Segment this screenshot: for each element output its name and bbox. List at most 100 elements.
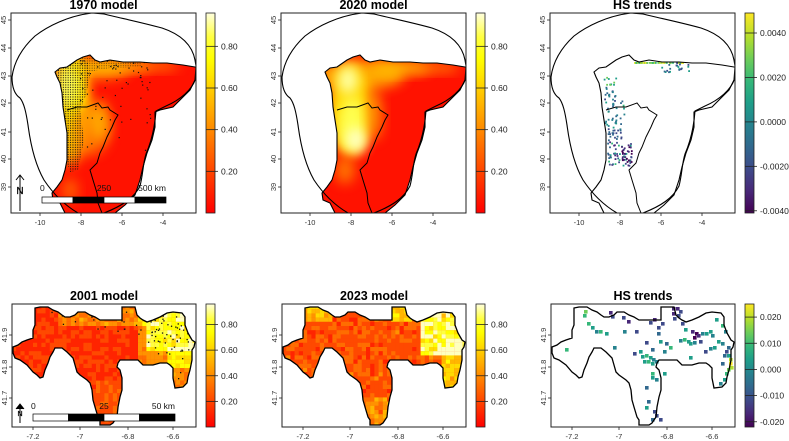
raster-cell (49, 422, 55, 425)
raster-cell (91, 363, 97, 369)
raster-cell (307, 422, 312, 425)
raster-cell (62, 384, 67, 390)
raster-cell (75, 380, 80, 385)
trend-cell (621, 156, 624, 159)
x-tick-label: -8 (348, 218, 355, 227)
raster-cell (424, 418, 430, 423)
raster-cell (416, 372, 421, 377)
raster-cell (138, 338, 143, 343)
occurrence-point (166, 352, 168, 354)
raster-cell (450, 326, 455, 331)
raster-cell (62, 363, 67, 369)
raster-cell (108, 338, 113, 343)
raster-cell (146, 338, 151, 343)
raster-cell (108, 326, 113, 331)
raster-cell (290, 405, 295, 411)
x-tick-label: -6.8 (392, 432, 405, 441)
trend-cell (618, 144, 620, 147)
raster-cell (154, 334, 160, 339)
raster-cell (184, 309, 189, 314)
trend-cell (615, 119, 618, 122)
raster-cell (353, 351, 358, 356)
raster-cell (188, 321, 193, 327)
raster-cell (180, 414, 185, 419)
raster-cell (424, 321, 430, 327)
x-tick-label: -10 (305, 218, 316, 227)
raster-cell (121, 368, 126, 373)
colorbar: 0.800.600.400.20 (205, 303, 238, 428)
raster-cell (429, 380, 434, 385)
raster-cell (121, 363, 126, 369)
y-tick-label: 39 (538, 183, 547, 191)
raster-cell (408, 330, 413, 335)
raster-cell (361, 307, 367, 310)
raster-cell (395, 376, 400, 381)
raster-cell (319, 376, 325, 381)
raster-cell (412, 309, 417, 314)
trend-cell (565, 348, 569, 352)
raster-cell (184, 338, 189, 343)
trend-cell (620, 137, 623, 140)
raster-cell (336, 401, 341, 406)
raster-cell (171, 326, 176, 331)
raster-cell (54, 405, 59, 411)
occurrence-point (147, 69, 149, 71)
raster-cell (33, 326, 38, 331)
raster-cell (328, 351, 333, 356)
raster-cell (353, 326, 358, 331)
raster-cell (395, 338, 400, 343)
raster-cell (184, 334, 189, 339)
trend-cell (661, 66, 664, 69)
occurrence-point (140, 77, 142, 79)
raster-cell (87, 330, 92, 335)
raster-cell (197, 330, 201, 334)
raster-cell (378, 410, 383, 415)
raster-cell (324, 418, 329, 423)
raster-cell (424, 309, 430, 314)
y-tick-label: 41.7 (539, 391, 548, 406)
trend-cell (677, 314, 681, 318)
raster-cell (167, 342, 172, 348)
raster-cell (13, 372, 17, 377)
occurrence-point (117, 330, 119, 332)
raster-cell (467, 313, 471, 317)
raster-cell (403, 372, 409, 377)
raster-cell (391, 321, 396, 327)
raster-cell (188, 338, 193, 343)
trend-cell (608, 95, 611, 98)
occurrence-point (102, 96, 104, 98)
raster-cell (286, 338, 291, 343)
raster-cell (458, 321, 463, 327)
raster-cell (311, 397, 316, 402)
raster-cell (340, 334, 346, 339)
raster-cell (112, 384, 118, 390)
trend-cell (663, 372, 667, 376)
raster-cell (150, 384, 155, 390)
raster-cell (125, 342, 130, 348)
raster-cell (408, 376, 413, 381)
trend-cell (715, 318, 719, 322)
occurrence-point (115, 315, 117, 317)
raster-cell (286, 380, 291, 385)
country-border (336, 102, 389, 213)
raster-cell (87, 393, 92, 398)
raster-cell (121, 355, 126, 360)
scale-bar-segment (32, 413, 69, 422)
raster-cell (399, 376, 404, 381)
raster-cell (403, 347, 409, 352)
raster-cell (433, 363, 438, 369)
raster-cell (100, 384, 105, 390)
raster-cell (324, 401, 329, 406)
colorbar-ramp (475, 303, 486, 428)
raster-cell (104, 389, 109, 394)
trend-cell (709, 330, 713, 334)
raster-cell (150, 372, 155, 377)
raster-cell (70, 347, 76, 352)
raster-cell (16, 376, 21, 381)
occurrence-point (87, 72, 89, 75)
raster-cell (441, 351, 446, 356)
occurrence-point (137, 311, 139, 313)
raster-cell (286, 393, 291, 398)
raster-cell (420, 414, 425, 419)
